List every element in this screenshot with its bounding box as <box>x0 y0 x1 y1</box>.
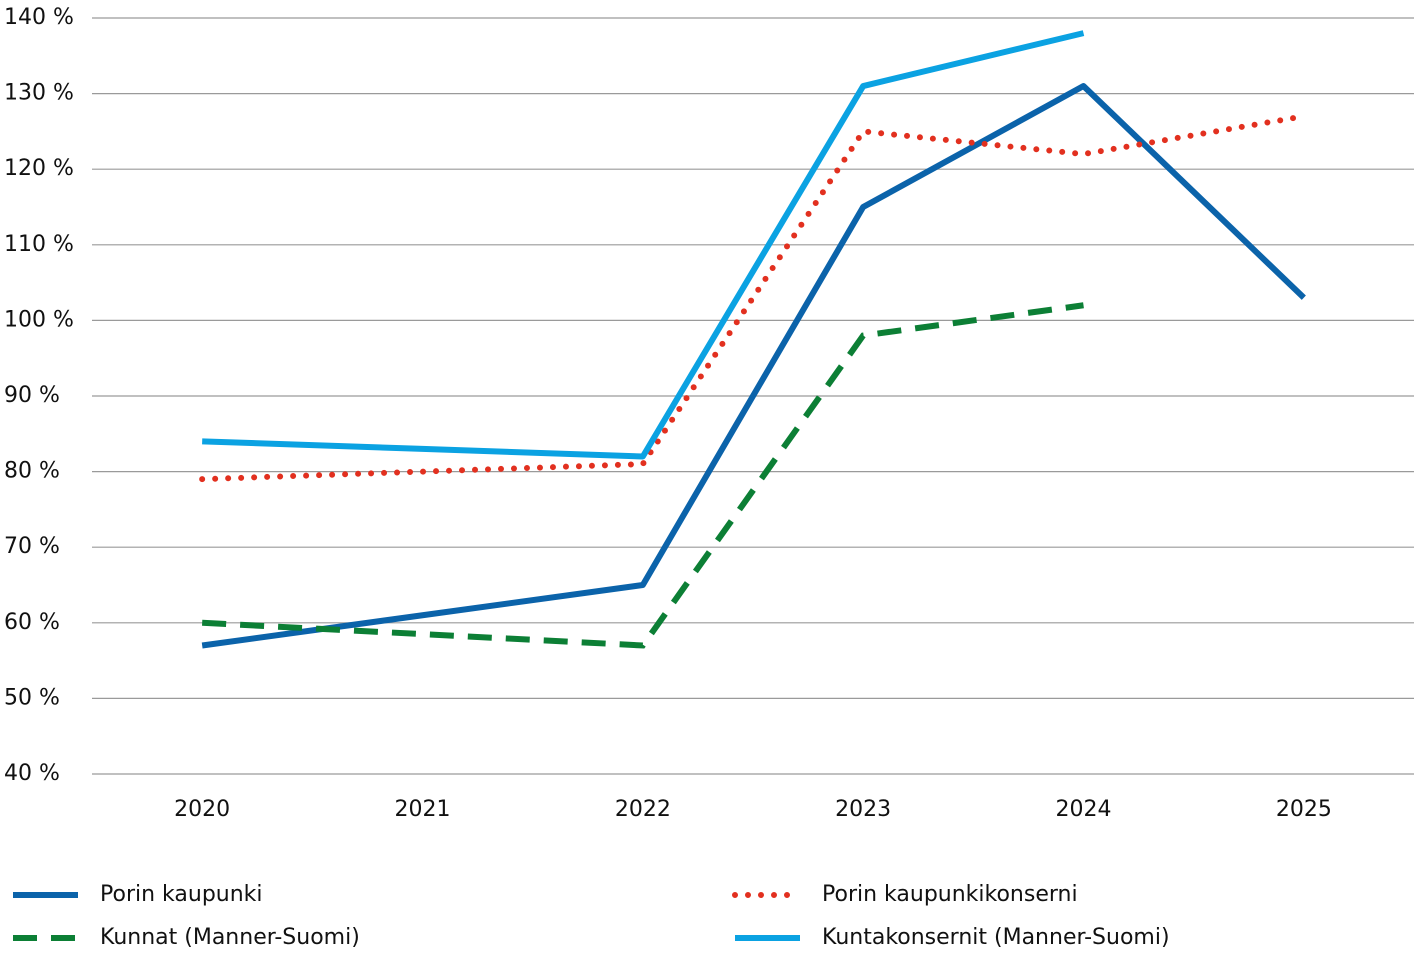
y-tick-label: 90 % <box>4 383 60 408</box>
x-tick-label: 2025 <box>1276 797 1332 822</box>
series-line <box>201 83 1306 649</box>
y-tick-label: 60 % <box>4 610 60 635</box>
y-tick-label: 120 % <box>4 156 74 181</box>
legend-label: Porin kaupunkikonserni <box>822 882 1078 907</box>
y-tick-label: 130 % <box>4 81 74 106</box>
series-line <box>199 113 1307 483</box>
legend-label: Kunnat (Manner-Suomi) <box>100 925 360 950</box>
series-line <box>202 302 1084 649</box>
y-tick-label: 50 % <box>4 685 60 710</box>
x-tick-label: 2020 <box>174 797 230 822</box>
y-tick-label: 100 % <box>4 307 74 332</box>
x-tick-label: 2022 <box>615 797 671 822</box>
series-line <box>202 30 1085 460</box>
legend-label: Kuntakonsernit (Manner-Suomi) <box>822 925 1170 950</box>
y-tick-label: 70 % <box>4 534 60 559</box>
y-tick-label: 110 % <box>4 232 74 257</box>
x-tick-label: 2024 <box>1056 797 1112 822</box>
x-tick-label: 2023 <box>835 797 891 822</box>
y-tick-label: 140 % <box>4 5 74 30</box>
y-tick-label: 80 % <box>4 459 60 484</box>
legend-label: Porin kaupunki <box>100 882 263 907</box>
x-tick-label: 2021 <box>395 797 451 822</box>
y-tick-label: 40 % <box>4 761 60 786</box>
